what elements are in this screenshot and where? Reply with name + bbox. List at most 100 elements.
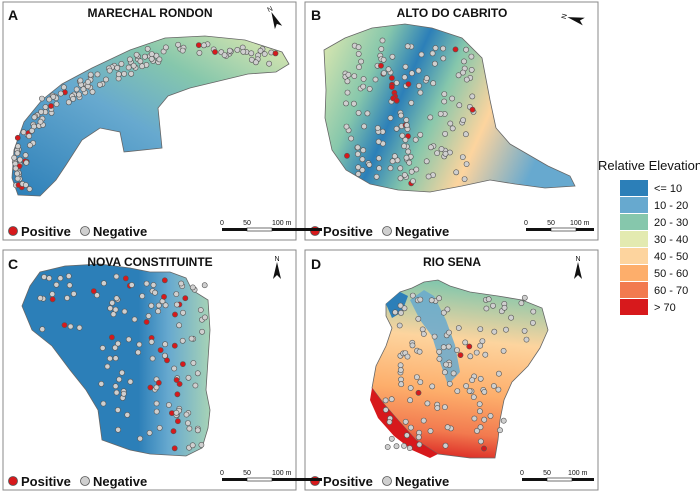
negative-point [73, 86, 80, 93]
negative-point [153, 400, 160, 407]
negative-point [356, 64, 362, 70]
negative-point [133, 51, 140, 58]
negative-point [189, 442, 196, 449]
negative-point [495, 386, 502, 393]
negative-point [500, 417, 507, 424]
negative-point [388, 396, 395, 403]
positive-point [176, 381, 183, 387]
negative-point [446, 329, 452, 336]
elevation-legend: Relative Elevation <= 10 10 - 20 20 - 30 30… [598, 158, 700, 315]
scale-bar-b: 0 50 100 m [524, 220, 594, 232]
negative-point [375, 155, 382, 162]
negative-point [116, 376, 122, 383]
elevation-swatch [620, 197, 648, 213]
negative-point [382, 406, 389, 413]
negative-point [387, 115, 394, 121]
negative-point [398, 309, 404, 316]
negative-point [453, 169, 460, 176]
negative-point [112, 355, 119, 362]
negative-point [201, 282, 208, 289]
negative-point [136, 341, 143, 348]
negative-point [437, 111, 444, 117]
sample-points [11, 37, 537, 452]
negative-point [481, 416, 488, 423]
negative-point [434, 150, 440, 156]
negative-point [413, 374, 420, 380]
negative-point [143, 280, 150, 287]
negative-point [471, 415, 478, 422]
negative-point [344, 89, 351, 96]
negative-point [22, 182, 29, 188]
negative-point [148, 51, 155, 57]
negative-point [364, 110, 371, 117]
negative-point [401, 442, 407, 449]
negative-point [417, 131, 424, 138]
north-arrow-c: N [273, 256, 281, 279]
negative-point [385, 66, 392, 73]
negative-point [125, 336, 132, 343]
negative-point [153, 384, 160, 391]
negative-point [17, 156, 23, 163]
negative-point [354, 144, 361, 151]
panel-letter-a: A [8, 7, 18, 23]
legend-negative-d: Negative [395, 474, 449, 489]
elevation-class-label: 50 - 60 [654, 268, 688, 280]
negative-point [135, 349, 141, 356]
negative-point [185, 420, 191, 426]
negative-point [366, 161, 373, 168]
negative-point [128, 282, 135, 288]
negative-point [20, 129, 27, 136]
negative-point [76, 324, 83, 331]
negative-point [124, 411, 131, 418]
negative-point [462, 131, 469, 138]
positive-point [195, 42, 202, 48]
negative-point [11, 154, 18, 161]
negative-point [366, 86, 373, 92]
positive-point [469, 106, 476, 113]
negative-point [360, 83, 367, 90]
negative-point [266, 60, 272, 67]
elevation-class-label: 30 - 40 [654, 234, 688, 246]
negative-point [521, 294, 528, 301]
positive-point [212, 49, 218, 55]
negative-point [107, 305, 114, 312]
negative-point [14, 175, 21, 182]
negative-point [441, 91, 448, 97]
panel-title-b: ALTO DO CABRITO [397, 6, 508, 20]
negative-point [343, 123, 350, 130]
scale-tick-2-a: 100 m [272, 220, 292, 227]
negative-point [398, 381, 405, 388]
negative-point [418, 51, 425, 58]
negative-point [194, 427, 201, 434]
elevation-class-label: 40 - 50 [654, 251, 688, 263]
negative-point [149, 355, 156, 362]
negative-point [94, 71, 101, 78]
negative-point [501, 304, 508, 311]
negative-point [348, 135, 354, 142]
elevation-swatch [620, 180, 648, 196]
positive-point [393, 97, 400, 104]
negative-point [415, 434, 422, 441]
negative-point [70, 290, 77, 297]
legend-positive-c: Positive [21, 474, 71, 489]
negative-point [234, 47, 241, 53]
positive-point [388, 84, 395, 90]
negative-point [155, 302, 162, 309]
negative-point [415, 67, 422, 74]
negative-point [444, 306, 451, 313]
negative-point [449, 125, 456, 132]
positive-point [481, 445, 487, 452]
negative-point [485, 296, 492, 303]
negative-point [28, 127, 35, 134]
negative-point [389, 53, 396, 60]
scale-tick-0-b: 0 [524, 220, 528, 227]
negative-point [198, 441, 205, 448]
negative-point [261, 51, 268, 57]
negative-point [444, 424, 451, 431]
negative-point [443, 361, 449, 368]
negative-point [490, 383, 497, 389]
positive-point [109, 334, 115, 341]
negative-point [38, 109, 44, 115]
elevation-class-label: 20 - 30 [654, 217, 688, 229]
negative-point [518, 300, 525, 306]
